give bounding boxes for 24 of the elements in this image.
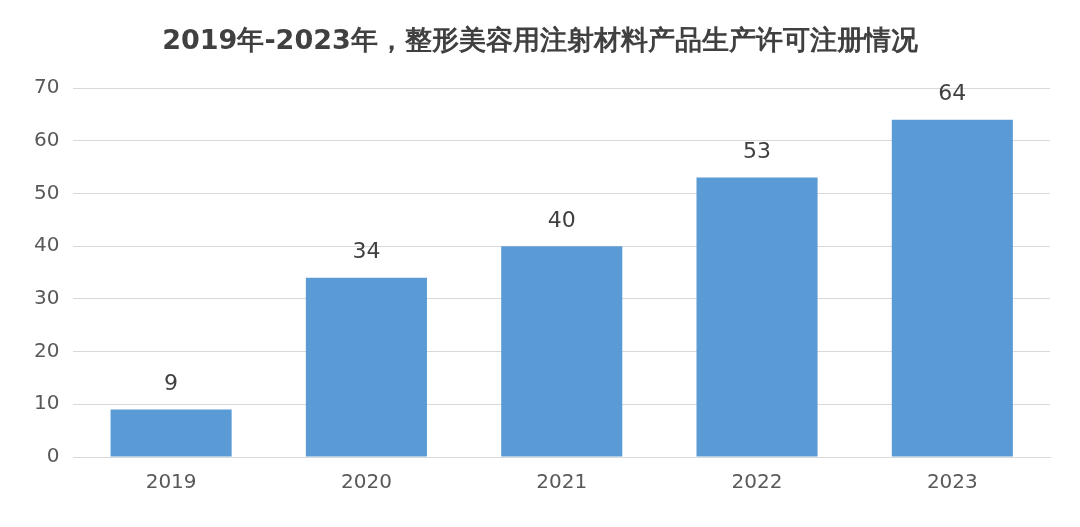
bar bbox=[696, 177, 818, 457]
x-tick-label: 2021 bbox=[536, 469, 588, 494]
y-tick-label: 50 bbox=[34, 179, 60, 204]
data-label: 53 bbox=[743, 138, 772, 164]
bar bbox=[501, 246, 623, 457]
y-tick-label: 60 bbox=[34, 126, 60, 151]
x-tick-label: 2020 bbox=[340, 469, 392, 494]
data-label: 64 bbox=[938, 80, 967, 106]
x-tick-label: 2022 bbox=[731, 469, 783, 494]
chart-title: 2019年-2023年，整形美容用注射材料产品生产许可注册情况 bbox=[161, 23, 919, 57]
x-tick-label: 2023 bbox=[926, 469, 978, 494]
data-label: 34 bbox=[352, 238, 381, 264]
bar bbox=[110, 409, 232, 457]
x-tick-label: 2019 bbox=[145, 469, 197, 494]
bar bbox=[891, 119, 1013, 457]
y-tick-label: 30 bbox=[34, 285, 60, 310]
y-tick-label: 20 bbox=[34, 337, 60, 362]
y-tick-label: 0 bbox=[46, 443, 60, 468]
y-tick-label: 10 bbox=[34, 390, 60, 415]
bar bbox=[305, 277, 427, 457]
data-label: 40 bbox=[547, 206, 576, 232]
data-label: 9 bbox=[164, 370, 179, 396]
y-tick-label: 40 bbox=[34, 232, 60, 257]
y-tick-label: 70 bbox=[34, 74, 60, 99]
